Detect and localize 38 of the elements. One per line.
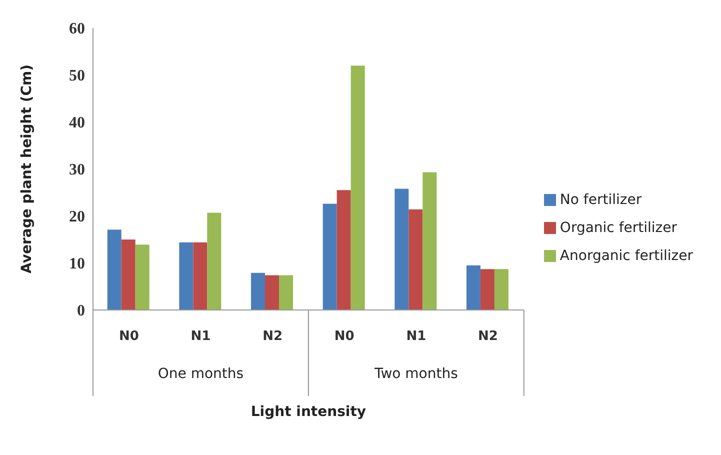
legend-label: Organic fertilizer — [560, 220, 678, 236]
x-tick-label: N0 — [334, 329, 354, 344]
y-tick-label: 10 — [69, 256, 85, 273]
y-tick-label: 40 — [69, 114, 85, 132]
x-tick-label: N1 — [190, 329, 211, 344]
x-tick-label: N2 — [262, 329, 283, 344]
bar — [494, 269, 508, 310]
bar — [322, 204, 337, 310]
y-tick-label: 0 — [77, 302, 85, 320]
bar — [350, 66, 365, 310]
bar — [480, 269, 494, 310]
y-axis-title: Average plant height (Cm) — [18, 64, 35, 274]
bar — [265, 275, 280, 310]
bar — [336, 190, 351, 310]
y-tick-label: 50 — [69, 68, 85, 85]
legend-label: Anorganic fertilizer — [560, 248, 693, 264]
bar — [279, 275, 294, 310]
bar — [422, 172, 437, 310]
y-tick-label: 20 — [69, 208, 85, 226]
legend-label: No fertilizer — [560, 192, 642, 208]
bar — [394, 188, 409, 310]
bar — [135, 244, 150, 310]
x-tick-label: N2 — [478, 329, 498, 344]
bar — [207, 212, 222, 310]
text: One months — [158, 366, 244, 382]
text: Two months — [373, 366, 458, 382]
x-tick-label: N1 — [406, 329, 426, 344]
bar — [466, 265, 480, 310]
bar — [179, 242, 194, 310]
y-tick-label: 60 — [69, 20, 85, 38]
bar — [408, 209, 423, 310]
bar — [251, 272, 266, 310]
y-tick-label: 30 — [69, 162, 85, 179]
bar — [121, 240, 136, 310]
x-tick-label: N0 — [118, 329, 139, 344]
bar — [107, 230, 122, 310]
bar — [193, 242, 208, 310]
x-axis-title: Light intensity — [250, 404, 366, 420]
